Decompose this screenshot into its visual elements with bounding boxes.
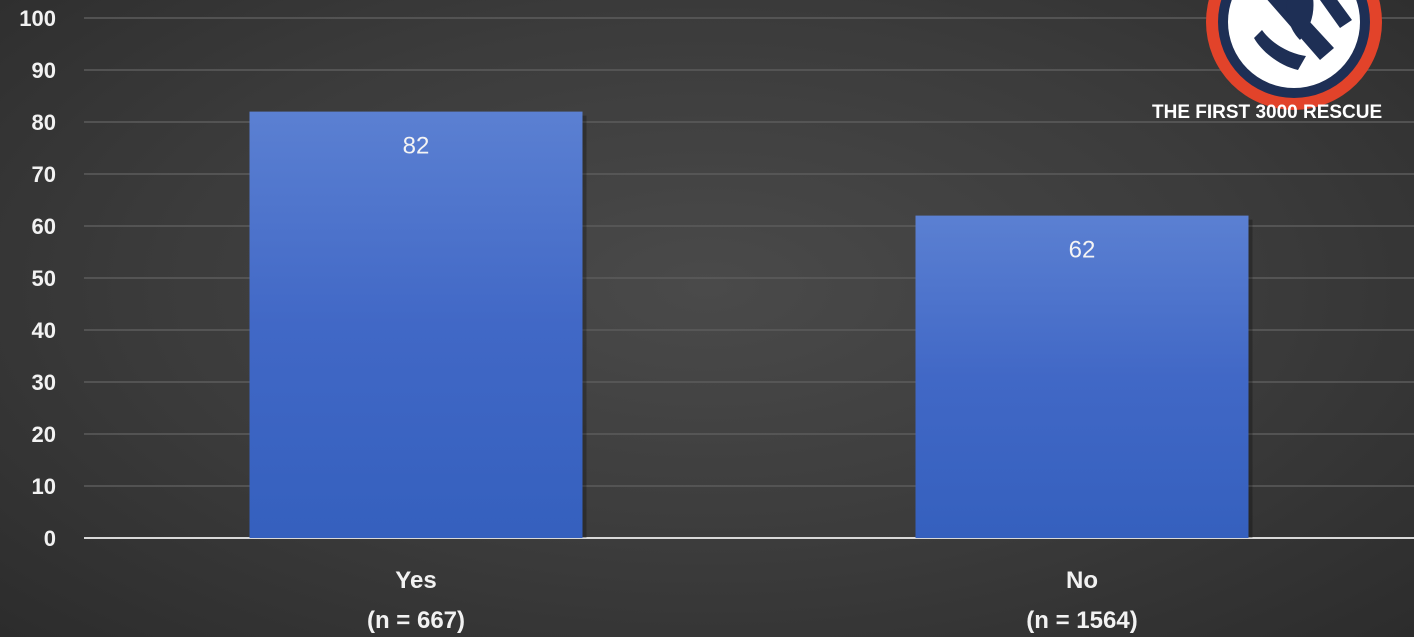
x-axis: Yes (n = 667) No (n = 1564) bbox=[367, 567, 1138, 634]
category-sublabel: (n = 1564) bbox=[1026, 607, 1137, 634]
data-label: 82 bbox=[403, 133, 430, 160]
y-axis-ticks: 0 10 20 30 40 50 60 70 80 90 100 bbox=[19, 6, 56, 551]
data-label: 62 bbox=[1069, 237, 1096, 264]
category-label: Yes bbox=[395, 567, 436, 594]
bar-yes bbox=[249, 111, 583, 538]
y-tick-label: 0 bbox=[44, 526, 56, 551]
y-tick-label: 60 bbox=[32, 214, 56, 239]
rescue-badge-icon bbox=[1206, 0, 1382, 110]
bar-no bbox=[915, 215, 1249, 538]
category-sublabel: (n = 667) bbox=[367, 607, 465, 634]
y-tick-label: 20 bbox=[32, 422, 56, 447]
y-tick-label: 40 bbox=[32, 318, 56, 343]
logo-text: THE FIRST 3000 RESCUE bbox=[1152, 102, 1382, 123]
logo: THE FIRST 3000 RESCUE bbox=[1152, 0, 1382, 123]
category-label: No bbox=[1066, 567, 1098, 594]
bars: 82 62 bbox=[249, 111, 1253, 538]
y-tick-label: 10 bbox=[32, 474, 56, 499]
y-tick-label: 70 bbox=[32, 162, 56, 187]
y-tick-label: 80 bbox=[32, 110, 56, 135]
y-tick-label: 50 bbox=[32, 266, 56, 291]
y-tick-label: 30 bbox=[32, 370, 56, 395]
y-tick-label: 100 bbox=[19, 6, 56, 31]
y-tick-label: 90 bbox=[32, 58, 56, 83]
